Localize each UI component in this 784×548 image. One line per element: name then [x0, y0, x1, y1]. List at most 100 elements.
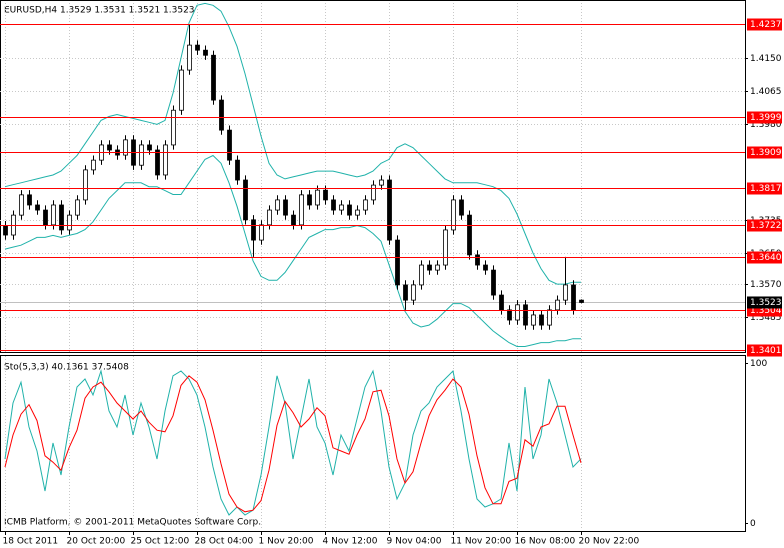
y-tick-label: 0 [750, 519, 756, 529]
level-label: 1.3401 [750, 346, 782, 356]
candle-body [75, 199, 80, 216]
candle-body [563, 284, 568, 301]
candle-body [451, 199, 456, 231]
x-tick-label: 4 Nov 12:00 [323, 537, 378, 547]
y-tick-label: 1.3980 [750, 120, 782, 130]
candle-body [507, 309, 512, 321]
candle-body [107, 144, 112, 151]
x-tick-label: 28 Oct 04:00 [195, 537, 254, 547]
x-tick-label: 9 Nov 04:00 [387, 537, 442, 547]
candle-body [251, 219, 256, 241]
candle-body [43, 209, 48, 226]
candle-body [347, 204, 352, 216]
candle-body [139, 144, 144, 166]
candle-body [203, 49, 208, 56]
candle-body [411, 284, 416, 301]
candle-body [147, 144, 152, 151]
candle-body [171, 109, 176, 146]
level-label: 1.3909 [750, 148, 782, 158]
candle-body [387, 179, 392, 241]
candle-body [483, 264, 488, 271]
level-tag [747, 251, 782, 264]
level-label: 1.3722 [750, 221, 782, 231]
level-label: 1.3640 [750, 253, 782, 263]
y-tick-label: 100 [750, 359, 767, 369]
y-tick-label: 1.4065 [750, 87, 782, 97]
candle-body [467, 214, 472, 256]
x-tick-label: 11 Nov 20:00 [451, 537, 512, 547]
candle-body [539, 314, 544, 326]
level-tag [747, 182, 782, 195]
candle-body [379, 179, 384, 186]
level-label: 1.4237 [750, 20, 782, 30]
candle-body [227, 129, 232, 161]
candle-body [27, 194, 32, 206]
x-tick-label: 20 Oct 20:00 [67, 537, 126, 547]
level-tag [747, 111, 782, 124]
stochastic-line [4, 375, 582, 513]
candle-body [179, 69, 184, 111]
candle-body [523, 304, 528, 326]
candle-body [435, 264, 440, 271]
candle-body [355, 209, 360, 216]
candle-body [531, 314, 536, 326]
candle-body [195, 44, 200, 51]
candle-body [283, 199, 288, 216]
level-label: 1.3817 [750, 184, 782, 194]
candle-body [51, 204, 56, 226]
level-tag [747, 18, 782, 31]
candle-body [555, 299, 560, 311]
footer: ICMB Platform, © 2001-2011 MetaQuotes So… [4, 518, 261, 528]
candle-body [459, 199, 464, 216]
candle-body [275, 199, 280, 211]
x-tick-label: 16 Nov 08:00 [515, 537, 576, 547]
band-line [4, 2, 581, 285]
candle-body [395, 239, 400, 286]
stochastic-panel [0, 355, 746, 532]
candle-body [291, 214, 296, 226]
candle-body [403, 284, 408, 301]
candle-body [339, 204, 344, 211]
candle-body [219, 99, 224, 131]
x-tick-label: 1 Nov 20:00 [259, 537, 314, 547]
level-label: 1.3504 [750, 306, 782, 316]
x-tick-label: 20 Nov 22:00 [579, 537, 640, 547]
candle-body [547, 309, 552, 326]
candle-body [363, 199, 368, 211]
candle-body [59, 204, 64, 231]
candle-body [83, 169, 88, 201]
candle-body [323, 189, 328, 201]
level-tag [747, 219, 782, 232]
candle-body [419, 264, 424, 286]
candle-body [211, 54, 216, 101]
indicator-title: Sto(5,3,3) 40.1361 37.5408 [4, 363, 129, 373]
candle-body [579, 299, 584, 303]
level-label: 1.3999 [750, 113, 782, 123]
candle-body [3, 225, 8, 236]
candle-body [235, 159, 240, 181]
candle-body [443, 229, 448, 266]
level-tag [747, 344, 782, 357]
candle-body [163, 144, 168, 176]
last-price-label: 1.3523 [750, 298, 782, 308]
band-line [4, 154, 581, 347]
candle-body [67, 214, 72, 231]
candle-body [475, 254, 480, 266]
y-tick-label: 1.3485 [750, 313, 782, 323]
candle-body [427, 264, 432, 271]
candle-body [515, 304, 520, 321]
candle-body [91, 159, 96, 171]
candle-body [299, 194, 304, 226]
candle-body [491, 269, 496, 296]
candle-body [315, 189, 320, 206]
candle-body [259, 224, 264, 241]
stochastic-line [4, 369, 582, 516]
candle-body [571, 284, 576, 311]
candle-body [307, 194, 312, 206]
x-tick-label: 18 Oct 2011 [3, 537, 59, 547]
chart-title: EURUSD,H4 1.3529 1.3531 1.3521 1.3523 [4, 6, 195, 16]
last-price-tag [747, 296, 782, 309]
candle-body [267, 209, 272, 226]
y-tick-label: 1.4150 [750, 54, 782, 64]
